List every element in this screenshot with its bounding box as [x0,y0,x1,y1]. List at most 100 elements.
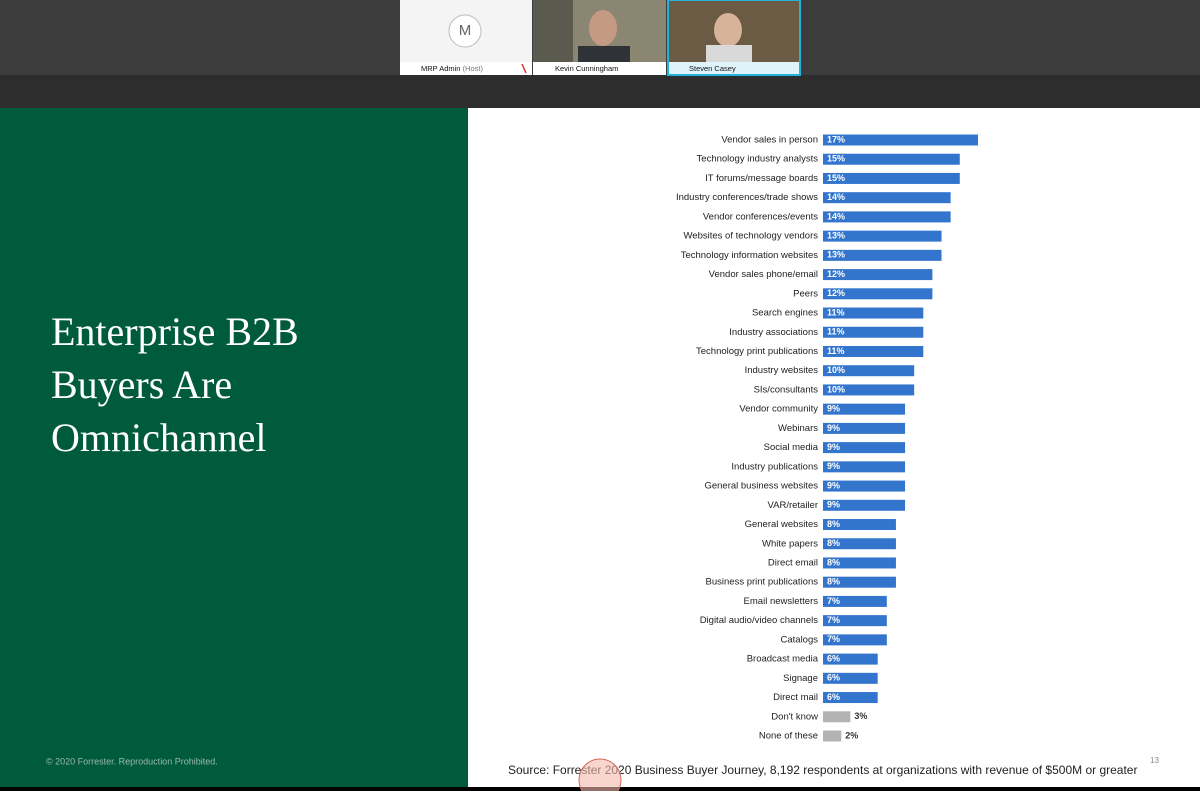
bar [823,653,878,665]
value-label: 9% [827,423,840,433]
category-label: Industry publications [731,461,818,472]
bar [823,326,924,338]
value-label: 11% [827,346,845,356]
category-label: Email newsletters [744,596,819,607]
participant-tile[interactable]: Steven Casey [667,0,801,76]
bar [823,384,915,396]
value-label: 12% [827,269,845,279]
bar [823,595,887,607]
category-label: Webinars [778,423,818,434]
value-label: 12% [827,288,845,298]
category-label: Direct email [768,557,818,568]
value-label: 14% [827,192,845,202]
value-label: 9% [827,480,840,490]
value-label: 9% [827,404,840,414]
participant-name: Steven Casey [689,64,736,73]
category-label: Digital audio/video channels [700,615,819,626]
category-label: Vendor sales in person [721,135,818,146]
bar [823,422,906,434]
bar [823,365,915,377]
category-label: Vendor conferences/events [703,211,818,222]
category-label: General business websites [704,481,818,492]
video-bg [533,0,573,62]
title-line: Omnichannel [51,415,267,460]
slide-left-panel [0,108,468,787]
value-label: 8% [827,577,840,587]
value-label: 9% [827,442,840,452]
category-label: Business print publications [706,577,819,588]
value-label: 9% [827,461,840,471]
person-shirt [706,45,752,62]
category-label: Industry associations [729,327,818,338]
name-bar [533,62,666,75]
participant-name: Kevin Cunningham [555,64,618,73]
name-bar [669,62,799,74]
chart: Vendor sales in person 17% Technology indu… [676,134,978,742]
category-label: Signage [783,673,818,684]
bar [823,557,896,569]
category-label: Industry conferences/trade shows [676,192,818,203]
avatar [448,14,482,48]
value-label: 7% [827,615,840,625]
bar [823,634,887,646]
value-label: 11% [827,327,845,337]
copyright: © 2020 Forrester. Reproduction Prohibite… [46,756,218,766]
bar [823,269,933,281]
value-label: 11% [827,307,845,317]
bar [823,538,896,550]
value-label: 8% [827,519,840,529]
title-line: Buyers Are [51,362,232,407]
category-label: VAR/retailer [767,500,818,511]
category-label: Don't know [771,711,818,722]
participant-tile[interactable]: M MRP Admin (Host) [400,0,532,75]
category-label: Direct mail [773,692,818,703]
category-label: General websites [745,519,819,530]
category-label: Technology print publications [696,346,818,357]
value-label: 6% [827,692,840,702]
value-label: 15% [827,173,845,183]
toolbar-gap [0,75,1200,108]
slide-title: Enterprise B2B Buyers Are Omnichannel [51,309,299,460]
category-label: Catalogs [781,634,819,645]
bar [823,461,906,473]
bar [823,192,951,204]
value-label: 8% [827,557,840,567]
person [714,13,742,47]
category-label: White papers [762,538,818,549]
bar [823,288,933,300]
bar [823,711,851,723]
value-label: 3% [854,711,867,721]
category-label: Technology information websites [681,250,819,261]
role: (Host) [463,64,484,73]
value-label: 10% [827,384,845,394]
participant-tile[interactable]: Kevin Cunningham [533,0,666,75]
category-label: Peers [793,288,818,299]
category-label: IT forums/message boards [705,173,818,184]
title-line: Enterprise B2B [51,309,299,354]
bar [823,672,878,684]
value-label: 10% [827,365,845,375]
category-label: Technology industry analysts [697,154,819,165]
bar [823,442,906,454]
bar [823,576,896,588]
bar [823,519,896,531]
bar [823,499,906,511]
value-label: 14% [827,211,845,221]
avatar-letter: M [459,22,472,39]
person [589,10,617,46]
category-label: Search engines [752,308,818,319]
person-shirt [578,46,630,62]
value-label: 13% [827,250,845,260]
category-label: None of these [759,731,818,742]
bar [823,211,951,223]
bar [823,134,978,146]
value-label: 8% [827,538,840,548]
bar [823,307,924,319]
bar [823,345,924,357]
category-label: Broadcast media [747,654,819,665]
bar [823,692,878,704]
category-label: Vendor sales phone/email [709,269,818,280]
bar [823,230,942,242]
